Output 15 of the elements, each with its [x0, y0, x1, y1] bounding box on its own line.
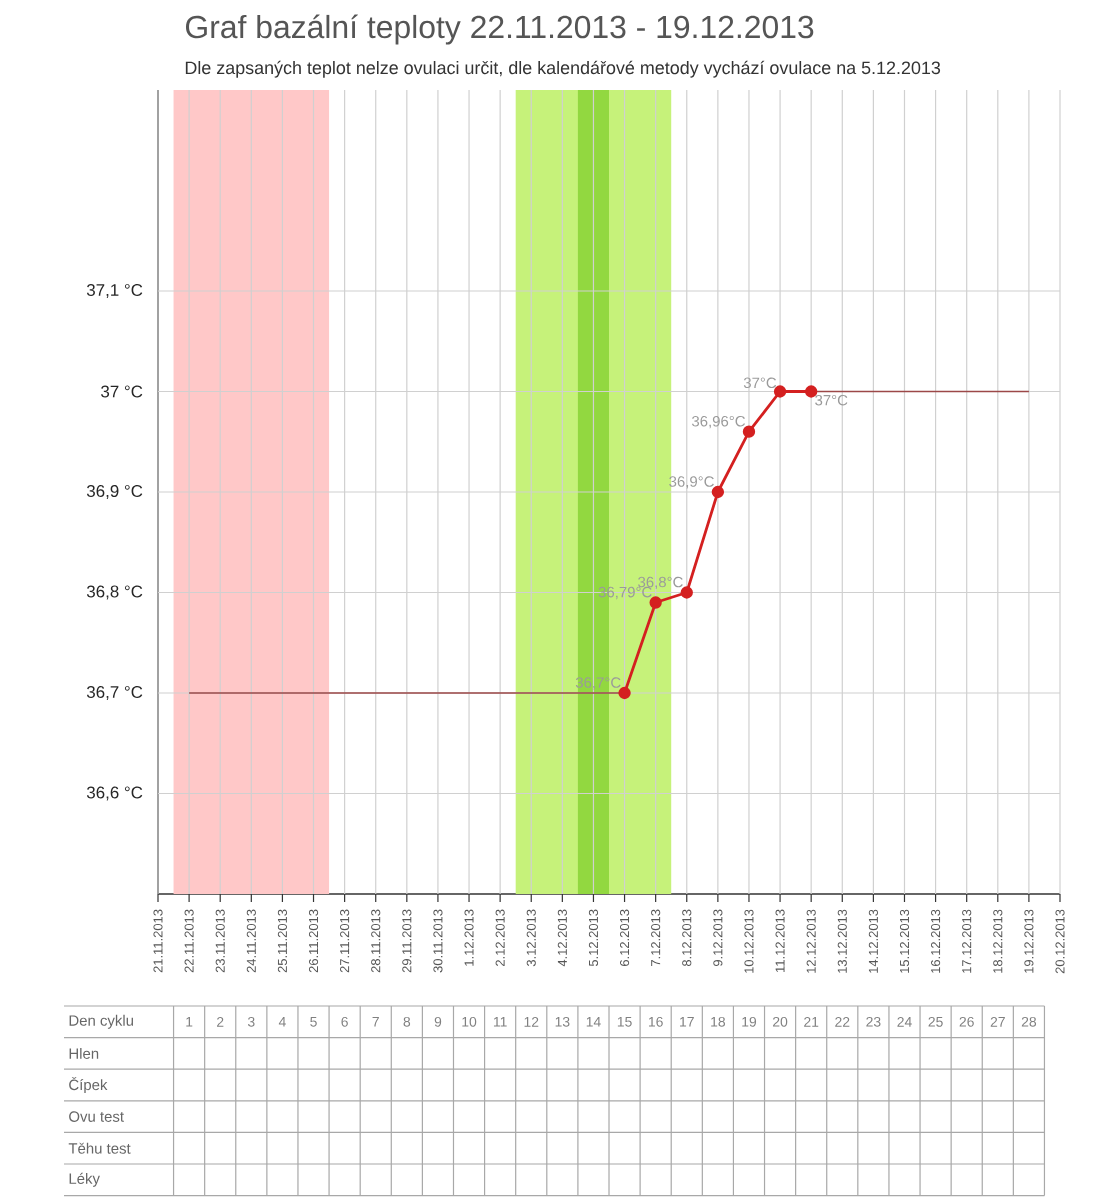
y-tick-label: 36,6 °C — [86, 786, 143, 801]
y-tick-label: 37,1 °C — [86, 284, 143, 298]
point — [742, 425, 756, 438]
y-tick-label: 37 °C — [101, 385, 143, 398]
point — [711, 485, 725, 499]
point — [649, 596, 662, 609]
point — [773, 385, 787, 398]
chart-title: Graf bazální teploty 22.11.2013 - 19.12.2013 — [185, 14, 814, 45]
y-tick-label: 36,8 °C — [86, 585, 143, 600]
point — [680, 586, 693, 599]
y-tick-label: 36,9 °C — [86, 485, 143, 499]
point — [804, 385, 818, 398]
point — [618, 686, 631, 700]
y-tick-label: 36,7 °C — [86, 686, 143, 700]
chart-subtitle: Dle zapsaných teplot nelze ovulaci určit, dle kalendářové metody vychází ovulace na 5.12.2013 — [185, 60, 941, 78]
